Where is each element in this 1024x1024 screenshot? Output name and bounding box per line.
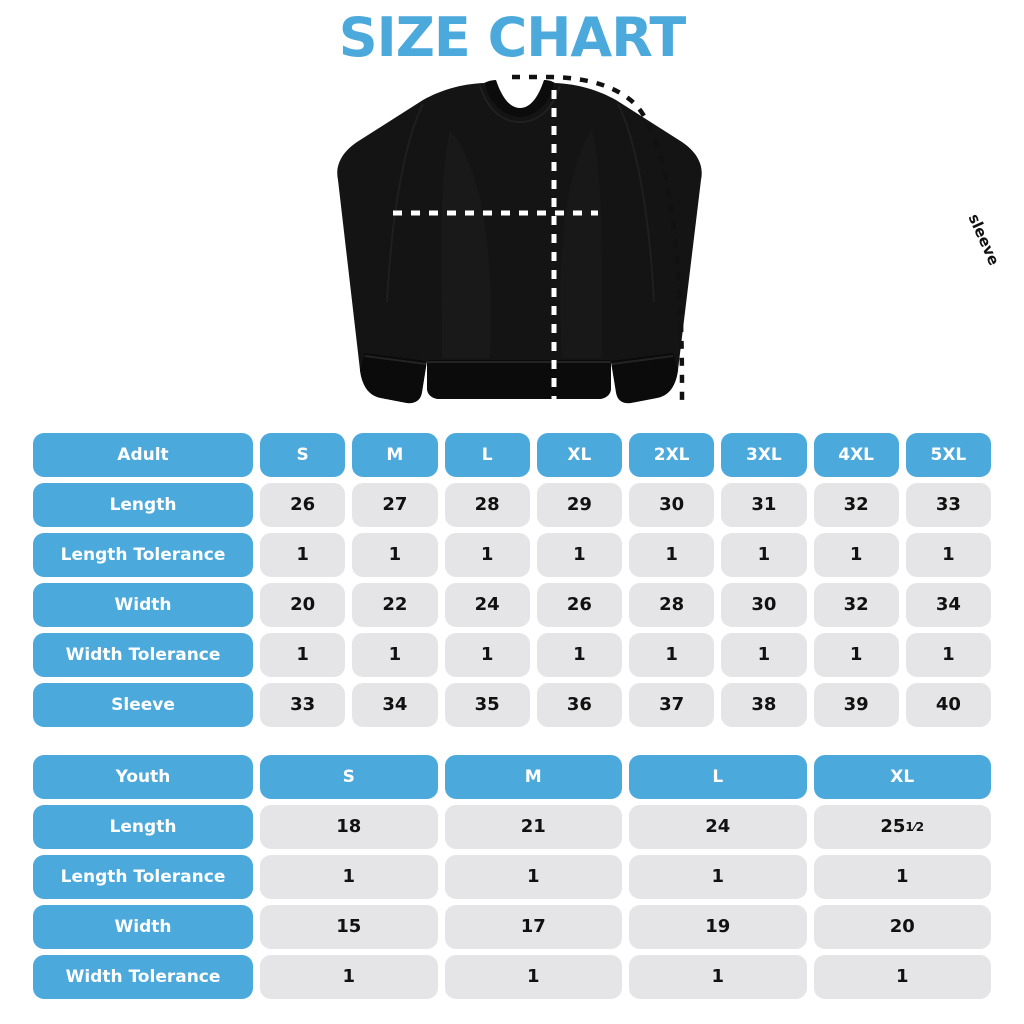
table-row: Width 15 17 19 20 — [33, 905, 991, 949]
row-label: Length — [33, 805, 253, 849]
adult-size-table: Adult S M L XL 2XL 3XL 4XL 5XL Length 26 27 28 29 30 31… — [33, 433, 991, 727]
measurement-cell: 28 — [629, 583, 715, 627]
measurement-cell: 34 — [352, 683, 438, 727]
measurement-cell: 24 — [629, 805, 807, 849]
column-header-xl: XL — [813, 755, 991, 799]
column-header-5xl: 5XL — [905, 433, 991, 477]
table-row: Length Tolerance 1 1 1 1 — [33, 855, 991, 899]
measurement-cell: 20 — [813, 905, 991, 949]
column-header-2xl: 2XL — [629, 433, 715, 477]
measurement-cell: 30 — [721, 583, 807, 627]
measurement-cell: 1 — [260, 533, 346, 577]
page-title: SIZE CHART — [338, 6, 686, 69]
measurement-cell: 1 — [444, 955, 622, 999]
row-label: Width Tolerance — [33, 955, 253, 999]
measurement-cell: 26 — [260, 483, 346, 527]
table-title-cell: Adult — [33, 433, 253, 477]
column-header-4xl: 4XL — [813, 433, 899, 477]
measurement-cell: 38 — [721, 683, 807, 727]
table-row: Sleeve 33 34 35 36 37 38 39 40 — [33, 683, 991, 727]
column-header-s: S — [260, 433, 346, 477]
column-header-m: M — [352, 433, 438, 477]
column-header-3xl: 3XL — [721, 433, 807, 477]
measurement-cell: 1 — [260, 955, 438, 999]
measurement-cell: 25 1⁄2 — [813, 805, 991, 849]
measurement-cell: 28 — [444, 483, 530, 527]
width-annotation-label: width — [763, 260, 811, 278]
column-header-s: S — [260, 755, 438, 799]
measurement-cell: 39 — [813, 683, 899, 727]
measurement-cell: 33 — [905, 483, 991, 527]
column-header-xl: XL — [536, 433, 622, 477]
measurement-cell: 24 — [444, 583, 530, 627]
row-label: Length Tolerance — [33, 855, 253, 899]
measurement-cell: 31 — [721, 483, 807, 527]
table-row: Width Tolerance 1 1 1 1 1 1 1 1 — [33, 633, 991, 677]
sleeve-annotation-label: sleeve — [964, 211, 1004, 268]
measurement-cell: 1 — [444, 633, 530, 677]
measurement-cell: 1 — [260, 855, 438, 899]
sweatshirt-body — [337, 80, 702, 404]
measurement-cell: 26 — [536, 583, 622, 627]
row-label: Width Tolerance — [33, 633, 253, 677]
measurement-cell: 15 — [260, 905, 438, 949]
measurement-cell: 30 — [629, 483, 715, 527]
measurement-cell: 17 — [444, 905, 622, 949]
measurement-cell: 1 — [721, 533, 807, 577]
measurement-cell: 1 — [352, 533, 438, 577]
measurement-cell: 20 — [260, 583, 346, 627]
measurement-cell: 1 — [260, 633, 346, 677]
measurement-cell: 1 — [629, 855, 807, 899]
table-header-row: Adult S M L XL 2XL 3XL 4XL 5XL — [33, 433, 991, 477]
table-row: Length 26 27 28 29 30 31 32 33 — [33, 483, 991, 527]
measurement-cell: 1 — [444, 855, 622, 899]
measurement-cell: 22 — [352, 583, 438, 627]
measurement-cell: 19 — [629, 905, 807, 949]
row-label: Length — [33, 483, 253, 527]
table-row: Width 20 22 24 26 28 30 32 34 — [33, 583, 991, 627]
length-annotation-label: length — [865, 174, 883, 229]
measurement-cell: 33 — [260, 683, 346, 727]
measurement-cell: 1 — [905, 633, 991, 677]
row-label: Sleeve — [33, 683, 253, 727]
youth-size-table: Youth S M L XL Length 18 21 24 25 1⁄2 Length Tolera… — [33, 755, 991, 999]
measurement-cell: 1 — [536, 633, 622, 677]
measurement-cell: 34 — [905, 583, 991, 627]
column-header-m: M — [444, 755, 622, 799]
measurement-cell: 1 — [813, 855, 991, 899]
measurement-cell: 1 — [629, 533, 715, 577]
measurement-cell: 35 — [444, 683, 530, 727]
column-header-l: L — [629, 755, 807, 799]
measurement-cell: 27 — [352, 483, 438, 527]
measurement-cell: 40 — [905, 683, 991, 727]
measurement-cell: 1 — [629, 955, 807, 999]
measurement-cell: 37 — [629, 683, 715, 727]
measurement-cell: 1 — [905, 533, 991, 577]
measurement-cell: 29 — [536, 483, 622, 527]
table-header-row: Youth S M L XL — [33, 755, 991, 799]
table-title-cell: Youth — [33, 755, 253, 799]
row-label: Width — [33, 905, 253, 949]
row-label: Width — [33, 583, 253, 627]
row-label: Length Tolerance — [33, 533, 253, 577]
garment-illustration: width length sleeve — [330, 70, 1003, 430]
measurement-cell: 1 — [813, 533, 899, 577]
measurement-cell: 1 — [352, 633, 438, 677]
measurement-cell: 36 — [536, 683, 622, 727]
table-row: Length 18 21 24 25 1⁄2 — [33, 805, 991, 849]
measurement-cell: 1 — [813, 955, 991, 999]
column-header-l: L — [444, 433, 530, 477]
measurement-cell: 18 — [260, 805, 438, 849]
measurement-cell: 1 — [444, 533, 530, 577]
table-row: Length Tolerance 1 1 1 1 1 1 1 1 — [33, 533, 991, 577]
measurement-cell: 1 — [813, 633, 899, 677]
measurement-cell: 1 — [629, 633, 715, 677]
measurement-cell: 32 — [813, 483, 899, 527]
measurement-cell: 1 — [536, 533, 622, 577]
measurement-cell: 21 — [444, 805, 622, 849]
table-row: Width Tolerance 1 1 1 1 — [33, 955, 991, 999]
measurement-cell: 1 — [721, 633, 807, 677]
measurement-cell: 32 — [813, 583, 899, 627]
